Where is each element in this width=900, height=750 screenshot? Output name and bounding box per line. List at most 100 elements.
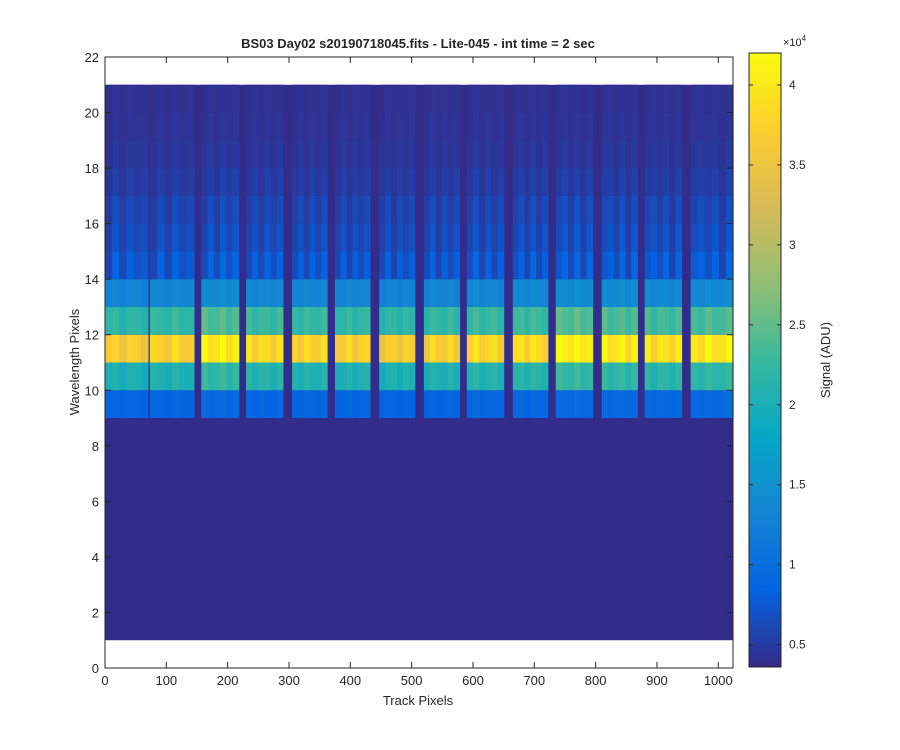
heatmap-cell (644, 334, 652, 363)
heatmap-cell (555, 195, 563, 224)
heatmap-cell (201, 334, 209, 363)
heatmap-cell (429, 195, 437, 224)
heatmap-cell (663, 390, 670, 419)
heatmap-cell (358, 168, 365, 196)
heatmap-cell (246, 223, 253, 252)
heatmap-cell (619, 251, 627, 280)
heatmap-cell (276, 334, 284, 363)
heatmap-cell (390, 334, 398, 363)
heatmap-cell (619, 195, 627, 224)
x-tick-label: 700 (523, 673, 545, 688)
heatmap-cell (580, 390, 588, 419)
heatmap-cell (690, 223, 699, 252)
heatmap-cell (725, 195, 734, 224)
heatmap-cell (358, 306, 365, 335)
heatmap-cell (663, 84, 670, 113)
heatmap-cell (512, 112, 520, 141)
heatmap-cell (119, 279, 128, 307)
heatmap-cell (149, 168, 158, 196)
heatmap-cell (447, 251, 455, 280)
heatmap-cell (408, 195, 416, 224)
heatmap-cell (453, 195, 461, 224)
heatmap-cell (321, 112, 328, 141)
heatmap-cell (536, 195, 543, 224)
colorbar-tick-label: 4 (789, 78, 796, 92)
heatmap-cell (315, 223, 322, 252)
heatmap-cell (270, 390, 278, 419)
heatmap-cell (133, 279, 142, 307)
heatmap-cell (379, 84, 386, 113)
heatmap-cell (408, 168, 416, 196)
heatmap-cell (112, 306, 120, 335)
heatmap-cell (309, 334, 316, 363)
heatmap-cell (619, 334, 627, 363)
heatmap-cell (718, 334, 727, 363)
heatmap-cell (226, 390, 234, 419)
y-tick-label: 16 (85, 217, 99, 232)
heatmap-cell (586, 306, 594, 335)
heatmap-cell (423, 223, 431, 252)
heatmap-cell (586, 362, 594, 391)
heatmap-cell (619, 84, 627, 113)
heatmap-cell (315, 112, 322, 141)
heatmap-cell (258, 223, 266, 252)
heatmap-cell (276, 84, 284, 113)
heatmap-cell (479, 168, 486, 196)
heatmap-cell (303, 306, 311, 335)
heatmap-cell (213, 334, 221, 363)
heatmap-cell (718, 84, 727, 113)
heatmap-cell (402, 362, 410, 391)
heatmap-cell (226, 279, 234, 307)
heatmap-cell (561, 279, 569, 307)
heatmap-cell (321, 390, 328, 419)
heatmap-cell (252, 251, 259, 280)
heatmap-cell (555, 168, 563, 196)
heatmap-cell (226, 306, 234, 335)
heatmap-cell (258, 112, 266, 141)
heatmap-cell (704, 251, 713, 280)
heatmap-cell (364, 390, 371, 419)
heatmap-cell (453, 390, 461, 419)
heatmap-cell (453, 251, 461, 280)
heatmap-cell (396, 362, 404, 391)
y-axis-label: Wavelength Pixels (67, 308, 82, 415)
heatmap-cell (334, 362, 342, 391)
heatmap-cell (619, 112, 627, 141)
heatmap-cell (364, 168, 371, 196)
heatmap-cell (390, 306, 398, 335)
heatmap-cell (491, 112, 499, 141)
heatmap-cell (423, 140, 431, 169)
heatmap-cell (512, 195, 520, 224)
heatmap-cell (264, 195, 272, 224)
heatmap-cell (607, 168, 615, 196)
heatmap-cell (303, 223, 311, 252)
heatmap-cell (149, 195, 158, 224)
heatmap-cell (631, 334, 638, 363)
heatmap-cell (390, 140, 398, 169)
heatmap-cell (364, 223, 371, 252)
heatmap-cell (149, 140, 158, 169)
heatmap-cell (252, 390, 259, 419)
heatmap-cell (171, 112, 180, 141)
heatmap-cell (466, 279, 474, 307)
heatmap-cell (725, 223, 734, 252)
heatmap-cell (119, 223, 128, 252)
heatmap-cell (207, 279, 215, 307)
heatmap-cell (561, 251, 569, 280)
heatmap-cell (536, 390, 543, 419)
heatmap-cell (541, 84, 549, 113)
heatmap-cell (140, 168, 149, 196)
heatmap-cell (133, 223, 142, 252)
heatmap-cell (613, 168, 621, 196)
heatmap-cell (213, 279, 221, 307)
heatmap-cell (385, 112, 392, 141)
heatmap-cell (472, 251, 480, 280)
heatmap-cell (711, 84, 720, 113)
heatmap-cell (675, 390, 683, 419)
heatmap-cell (512, 279, 520, 307)
heatmap-cell (718, 195, 727, 224)
heatmap-cell (179, 390, 188, 419)
heatmap-cell (497, 195, 505, 224)
heatmap-cell (408, 223, 416, 252)
heatmap-cell (435, 223, 443, 252)
